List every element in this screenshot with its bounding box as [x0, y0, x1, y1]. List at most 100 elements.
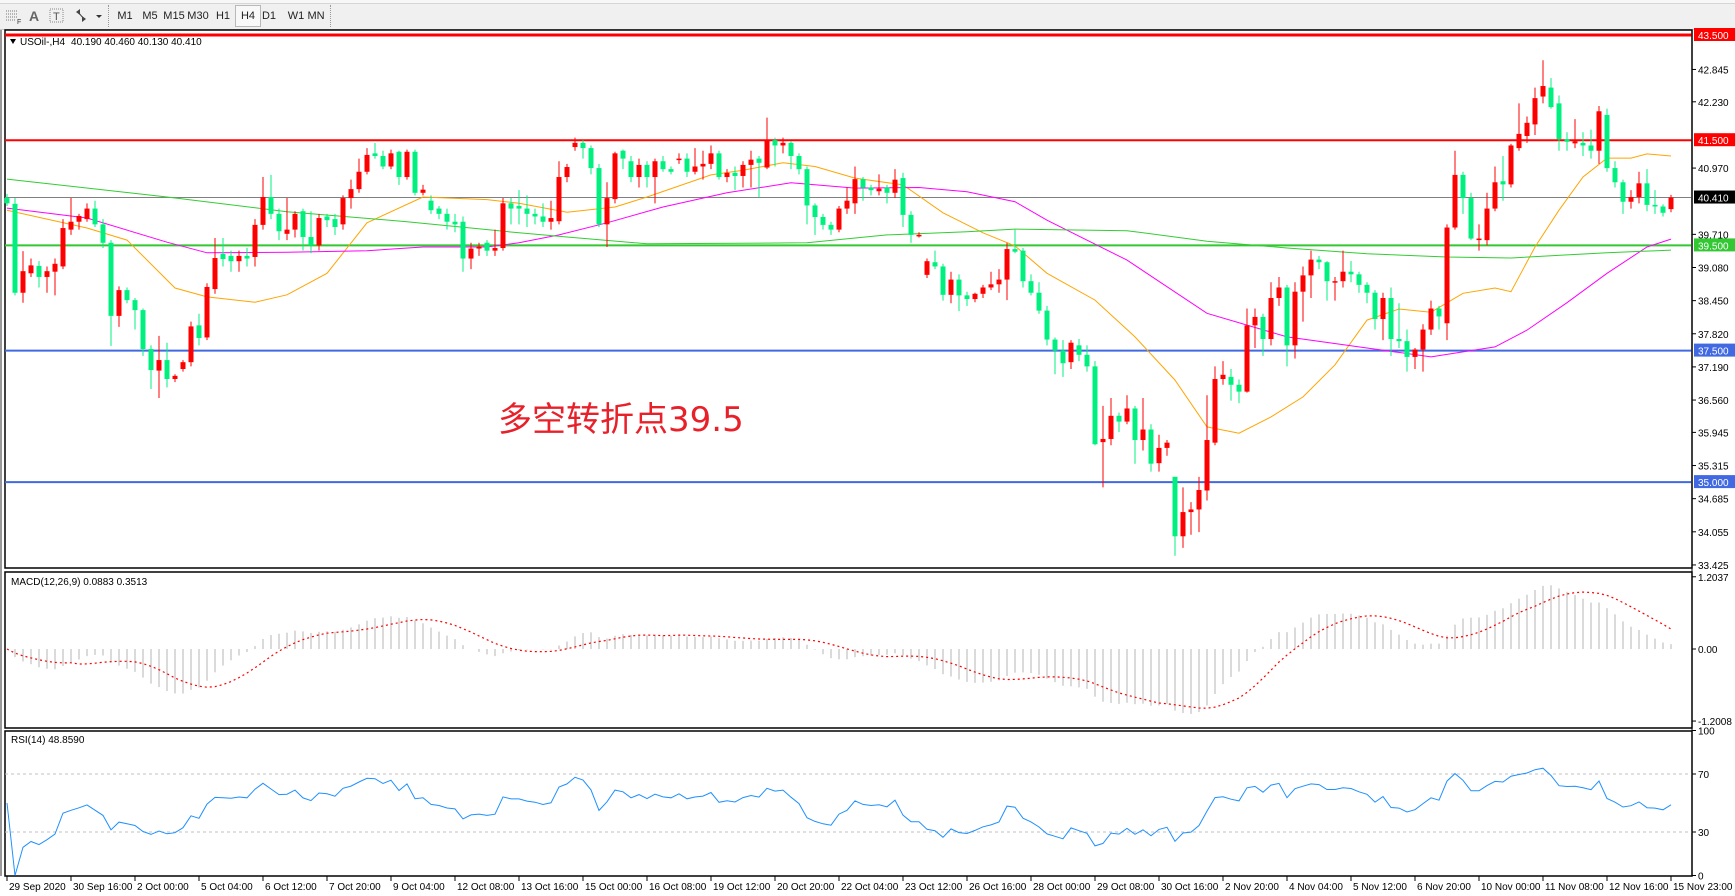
candle [60, 219, 66, 270]
candle [748, 150, 754, 188]
candle [1500, 155, 1506, 201]
candle [676, 153, 682, 164]
timeframe-mn-button[interactable]: MN [307, 10, 325, 22]
candle [460, 216, 466, 272]
candle-body [252, 224, 258, 257]
candle [1148, 424, 1154, 472]
candle [516, 190, 522, 225]
candle-body [236, 255, 242, 262]
candle [348, 179, 354, 209]
collapse-triangle-icon[interactable] [10, 39, 16, 44]
candle [900, 172, 906, 227]
timeframe-m5-button[interactable]: M5 [142, 10, 158, 22]
candle-body [1100, 438, 1106, 443]
candle-body [812, 205, 818, 217]
candle [964, 291, 970, 306]
candle-body [1396, 339, 1402, 342]
timeframe-d1-button[interactable]: D1 [261, 10, 277, 22]
candle [596, 163, 602, 227]
candle-body [1668, 197, 1674, 210]
arrows-icon[interactable] [70, 6, 106, 26]
candle-body [860, 179, 866, 188]
time-tick-label: 16 Oct 08:00 [649, 882, 707, 893]
candle-body [348, 189, 354, 199]
candle [1300, 266, 1306, 322]
candle-body [1180, 512, 1186, 537]
current-price-label-box [1694, 190, 1735, 204]
candle [620, 149, 626, 170]
candle [1660, 204, 1666, 217]
candle-body [532, 213, 538, 217]
candle-body [612, 153, 618, 200]
candle [1572, 119, 1578, 149]
candle-body [1156, 447, 1162, 464]
candle [116, 286, 122, 327]
time-tick-label: 23 Oct 12:00 [905, 882, 963, 893]
candle [972, 292, 978, 303]
candle [844, 187, 850, 214]
timeframe-h1-button[interactable]: H1 [215, 10, 231, 22]
candle-body [76, 215, 82, 222]
symbol-label: USOil-,H4 40.190 40.460 40.130 40.410 [20, 37, 202, 48]
candle [1132, 405, 1138, 464]
candle-body [980, 287, 986, 294]
timeframe-w1-button[interactable]: W1 [287, 10, 305, 22]
timeframe-m1-button[interactable]: M1 [117, 10, 133, 22]
candle [412, 149, 418, 196]
candle-body [1108, 415, 1114, 439]
candle-body [716, 153, 722, 178]
candle [1196, 476, 1202, 533]
moving-average-line-3 [6, 178, 1672, 259]
candle [44, 266, 50, 293]
candle-body [140, 310, 146, 350]
candle [1316, 255, 1322, 270]
candle [388, 149, 394, 170]
candle [908, 211, 914, 243]
candle [236, 250, 242, 272]
candle-body [788, 142, 794, 156]
timeframe-h4-button[interactable]: H4 [235, 5, 261, 27]
candle-body [1092, 366, 1098, 445]
candle [1476, 224, 1482, 251]
candle [1636, 171, 1642, 204]
candle-body [1452, 174, 1458, 228]
candle-body [196, 325, 202, 338]
candle-body [388, 153, 394, 167]
candle [1620, 179, 1626, 214]
candle [132, 298, 138, 330]
svg-text:T: T [53, 11, 60, 23]
text-box-icon[interactable]: T [46, 6, 68, 26]
time-tick-label: 9 Oct 04:00 [393, 882, 445, 893]
candle-body [1636, 183, 1642, 198]
candle [340, 195, 346, 230]
candle [1436, 305, 1442, 330]
candle-body [1148, 429, 1154, 464]
grid-lines-icon[interactable]: F [2, 6, 24, 26]
time-tick-label: 28 Oct 00:00 [1033, 882, 1091, 893]
moving-average-line-1 [6, 153, 1672, 434]
candle-body [604, 198, 610, 225]
candle [484, 240, 490, 256]
candle [1548, 78, 1554, 109]
candle [700, 150, 706, 180]
candle-body [452, 221, 458, 225]
candle-body [1300, 275, 1306, 292]
candle [1084, 345, 1090, 372]
timeframe-m30-button[interactable]: M30 [187, 10, 209, 22]
candle [1340, 250, 1346, 288]
timeframe-m15-button[interactable]: M15 [163, 10, 185, 22]
candle [564, 163, 570, 183]
candle-body [1620, 182, 1626, 202]
candle-body [1596, 111, 1602, 151]
candle [1460, 171, 1466, 214]
candle [420, 184, 426, 196]
candle [940, 263, 946, 301]
text-label-icon[interactable]: A [28, 8, 40, 24]
candle-body [1308, 259, 1314, 276]
candle [1236, 379, 1242, 404]
candle [1580, 132, 1586, 156]
candle [924, 258, 930, 279]
candle [892, 169, 898, 199]
candle-body [1428, 308, 1434, 330]
